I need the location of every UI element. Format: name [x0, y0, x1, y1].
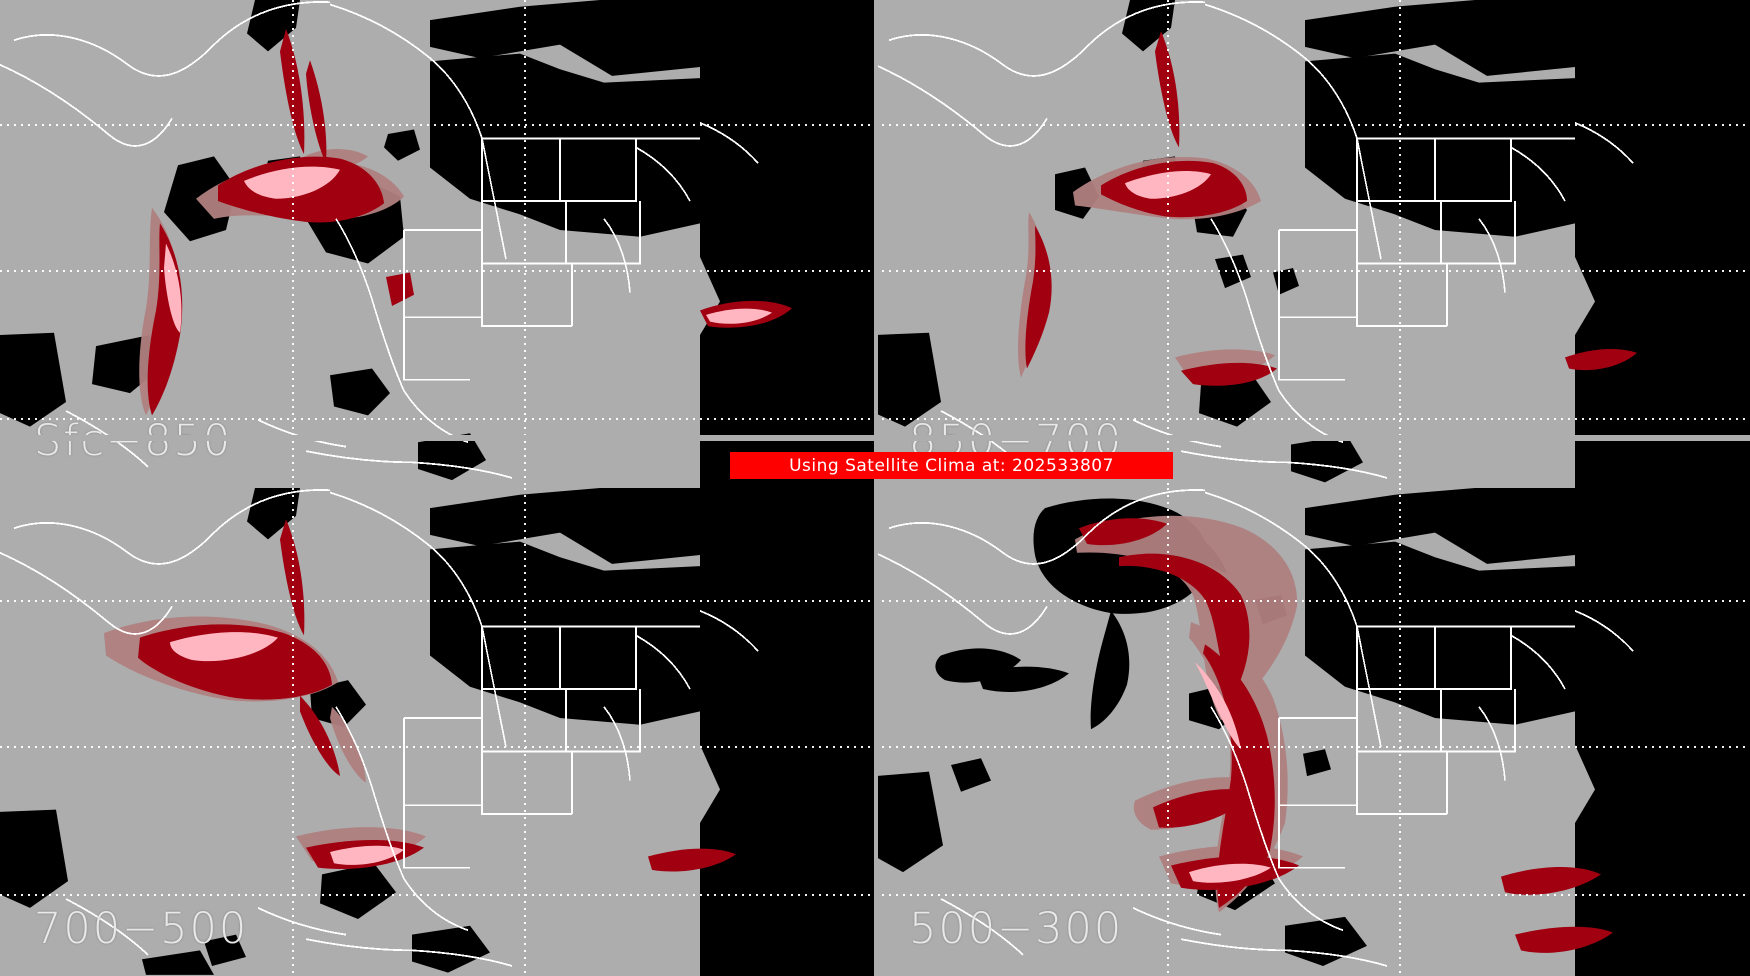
- panel-label-700-500: 700−500: [34, 904, 249, 954]
- panel-label-500-300: 500−300: [909, 904, 1124, 954]
- graticule-lon-150w: [1167, 488, 1169, 976]
- panel-700-500-map: 700−500: [0, 488, 875, 976]
- graticule-lat-40n: [0, 270, 875, 272]
- panel-label-sfc-850: Sfc−850: [34, 416, 233, 466]
- fill-level-high-700-500: [170, 632, 404, 865]
- graticule-lat-60n: [0, 600, 875, 602]
- graticule-lat-20n: [875, 894, 1750, 896]
- graticule-lat-20n: [875, 418, 1750, 420]
- graticule-lat-20n: [0, 418, 875, 420]
- map-render-850-700: [875, 0, 1750, 488]
- graticule-lon-100w: [524, 0, 526, 488]
- map-render-sfc-850: [0, 0, 875, 488]
- panel-500-300[interactable]: 500−300: [875, 488, 1750, 976]
- mask-regions-700-500: [0, 488, 875, 976]
- graticule-lon-150w: [292, 488, 294, 976]
- status-banner-text: Using Satellite Clima at: 202533807: [789, 455, 1114, 476]
- graticule-lat-60n: [0, 124, 875, 126]
- fill-level-high-500-300: [1189, 662, 1271, 883]
- map-render-700-500: [0, 488, 875, 976]
- panel-850-700[interactable]: 850−700: [875, 0, 1750, 488]
- panel-850-700-map: 850−700: [875, 0, 1750, 488]
- graticule-lat-40n: [875, 270, 1750, 272]
- graticule-lon-150w: [292, 0, 294, 488]
- panel-sfc-850-map: Sfc−850: [0, 0, 875, 488]
- graticule-lon-100w: [524, 488, 526, 976]
- graticule-lat-40n: [0, 746, 875, 748]
- coastlines-500-300: [875, 489, 1634, 967]
- panel-700-500[interactable]: 700−500: [0, 488, 875, 976]
- graticule-lat-20n: [0, 894, 875, 896]
- mask-regions-850-700: [875, 0, 1750, 488]
- graticule-lon-100w: [1399, 0, 1401, 488]
- graticule-lat-60n: [875, 600, 1750, 602]
- panel-sfc-850[interactable]: Sfc−850: [0, 0, 875, 488]
- status-banner: Using Satellite Clima at: 202533807: [730, 452, 1173, 479]
- map-render-500-300: [875, 488, 1750, 976]
- graticule-lon-150w: [1167, 0, 1169, 488]
- graticule-lat-40n: [875, 746, 1750, 748]
- graticule-lon-100w: [1399, 488, 1401, 976]
- panel-500-300-map: 500−300: [875, 488, 1750, 976]
- graticule-lat-60n: [875, 124, 1750, 126]
